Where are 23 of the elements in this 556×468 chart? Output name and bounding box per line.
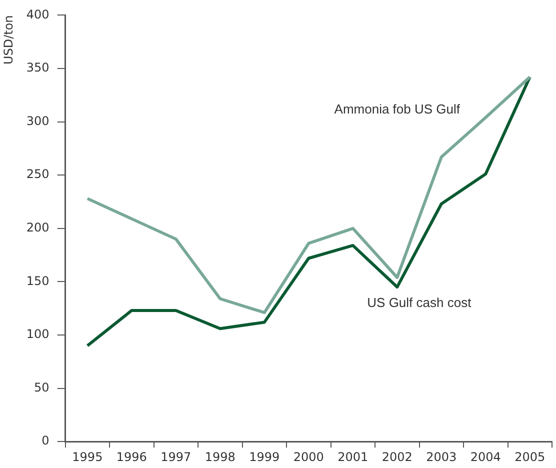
y-tick-label: 150 — [26, 274, 50, 288]
x-tick-label: 2001 — [338, 450, 368, 464]
x-tick-label: 2003 — [426, 450, 457, 464]
x-tick-label: 2000 — [293, 450, 324, 464]
y-tick-label: 400 — [26, 7, 50, 22]
x-tick-label: 1996 — [116, 450, 147, 464]
x-tick-label: 1995 — [72, 450, 103, 464]
y-tick-label: 0 — [42, 434, 50, 448]
x-tick-label: 2004 — [470, 450, 501, 464]
y-tick-label: 50 — [34, 380, 50, 394]
y-tick-label: 300 — [26, 114, 50, 128]
x-tick-label: 1998 — [204, 450, 236, 464]
y-tick-label: 350 — [26, 60, 50, 75]
series-label: Ammonia fob US Gulf — [334, 102, 460, 117]
text: US Gulf cash cost — [367, 295, 472, 310]
y-axis-title: USD/ton — [1, 15, 16, 65]
x-tick-label: 1997 — [160, 450, 192, 464]
y-tick-label: 200 — [26, 220, 50, 235]
y-tick-label: 250 — [26, 167, 50, 182]
x-tick-label: 1999 — [249, 450, 280, 464]
x-tick-label: 2002 — [382, 450, 412, 464]
y-tick-label: 100 — [26, 327, 50, 342]
x-tick-label: 2005 — [514, 450, 546, 464]
